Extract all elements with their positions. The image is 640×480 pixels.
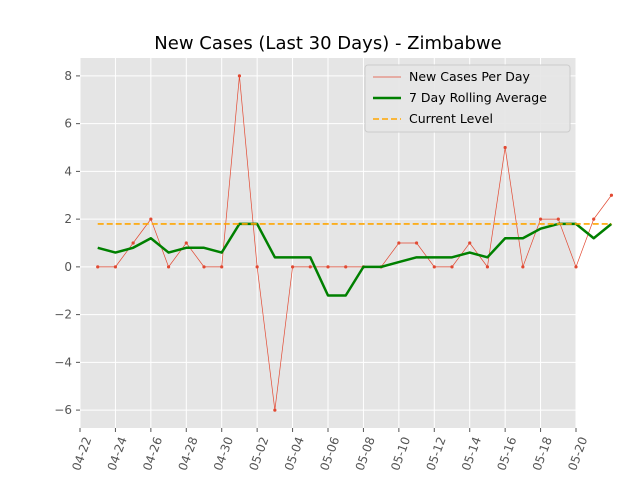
data-point — [432, 265, 436, 269]
data-point — [414, 241, 419, 245]
y-tick-label: 2 — [64, 212, 72, 226]
data-point — [113, 265, 118, 269]
data-point — [574, 265, 578, 269]
data-point — [450, 265, 454, 269]
y-tick-label: −4 — [54, 355, 72, 369]
data-point — [344, 265, 348, 269]
y-tick-label: −6 — [54, 403, 72, 417]
data-point — [556, 217, 560, 221]
data-point — [538, 217, 543, 221]
series-line-rolling-average — [97, 222, 613, 297]
data-point — [592, 217, 596, 221]
data-point — [290, 265, 295, 269]
data-point — [131, 241, 135, 245]
data-point — [166, 265, 171, 269]
data-point — [609, 193, 614, 197]
y-tick-label: 0 — [64, 260, 72, 274]
y-tick-label: 8 — [64, 69, 72, 83]
data-point — [220, 265, 224, 269]
data-point — [237, 74, 242, 78]
legend-label: New Cases Per Day — [409, 69, 530, 84]
legend-label: 7 Day Rolling Average — [409, 90, 547, 105]
y-tick-label: 6 — [64, 117, 72, 131]
data-point — [503, 145, 507, 150]
data-point — [184, 241, 188, 245]
y-tick-label: −2 — [54, 308, 72, 322]
data-point — [149, 217, 153, 221]
data-point — [485, 265, 490, 269]
legend: New Cases Per Day 7 Day Rolling Average Cu… — [364, 64, 571, 133]
chart-title: New Cases (Last 30 Days) - Zimbabwe — [154, 33, 501, 54]
data-point — [397, 241, 401, 245]
legend-box — [364, 64, 571, 133]
data-point — [255, 265, 259, 269]
data-point — [273, 408, 277, 412]
series-line-new-cases — [97, 75, 612, 411]
data-point — [308, 265, 312, 269]
y-tick-label: 4 — [64, 164, 72, 178]
y-axis: −6 −4 −2 0 2 4 6 8 — [54, 69, 80, 417]
series-layer — [96, 74, 614, 412]
data-point — [96, 265, 100, 269]
data-point — [521, 265, 525, 269]
legend-label: Current Level — [409, 111, 493, 126]
data-point — [202, 265, 206, 269]
data-point — [326, 265, 330, 269]
data-point — [468, 241, 472, 245]
